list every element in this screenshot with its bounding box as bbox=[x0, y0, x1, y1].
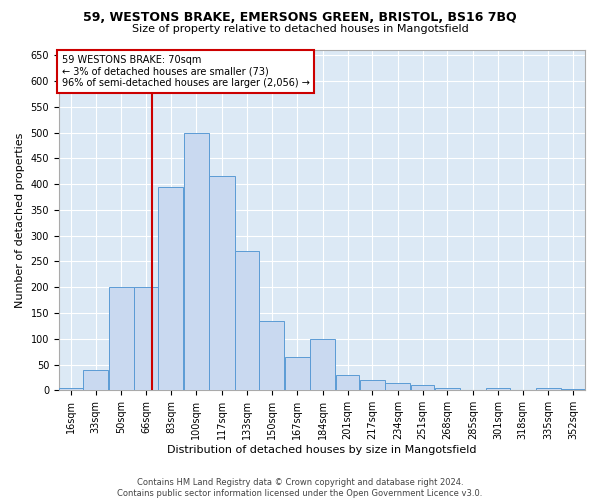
Bar bbox=[158, 186, 184, 390]
Bar bbox=[109, 287, 134, 391]
Y-axis label: Number of detached properties: Number of detached properties bbox=[15, 132, 25, 308]
X-axis label: Distribution of detached houses by size in Mangotsfield: Distribution of detached houses by size … bbox=[167, 445, 477, 455]
Bar bbox=[536, 388, 561, 390]
Bar bbox=[209, 176, 235, 390]
Bar bbox=[184, 132, 209, 390]
Text: 59, WESTONS BRAKE, EMERSONS GREEN, BRISTOL, BS16 7BQ: 59, WESTONS BRAKE, EMERSONS GREEN, BRIST… bbox=[83, 11, 517, 24]
Bar bbox=[486, 388, 509, 390]
Bar bbox=[411, 385, 434, 390]
Bar bbox=[336, 375, 359, 390]
Bar bbox=[259, 320, 284, 390]
Bar bbox=[435, 388, 460, 390]
Bar bbox=[360, 380, 385, 390]
Bar bbox=[385, 382, 410, 390]
Bar bbox=[59, 388, 83, 390]
Bar bbox=[134, 287, 158, 391]
Bar bbox=[235, 251, 259, 390]
Bar bbox=[83, 370, 108, 390]
Bar bbox=[284, 357, 310, 390]
Text: 59 WESTONS BRAKE: 70sqm
← 3% of detached houses are smaller (73)
96% of semi-det: 59 WESTONS BRAKE: 70sqm ← 3% of detached… bbox=[62, 55, 310, 88]
Text: Contains HM Land Registry data © Crown copyright and database right 2024.
Contai: Contains HM Land Registry data © Crown c… bbox=[118, 478, 482, 498]
Bar bbox=[310, 339, 335, 390]
Text: Size of property relative to detached houses in Mangotsfield: Size of property relative to detached ho… bbox=[131, 24, 469, 34]
